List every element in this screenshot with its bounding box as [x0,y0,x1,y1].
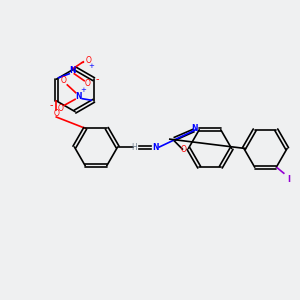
Text: O: O [181,146,187,154]
Text: +: + [89,63,94,69]
Text: O: O [58,104,64,113]
Text: +: + [80,87,86,93]
Text: H: H [131,142,137,152]
Text: -: - [96,74,99,84]
Text: N: N [76,92,82,101]
Text: O: O [85,79,91,88]
Text: -: - [50,100,53,110]
Text: O: O [61,76,67,85]
Text: N: N [191,124,198,133]
Text: O: O [85,56,91,65]
Text: I: I [287,175,290,184]
Text: N: N [70,66,76,75]
Text: N: N [152,142,159,152]
Text: O: O [53,109,59,118]
